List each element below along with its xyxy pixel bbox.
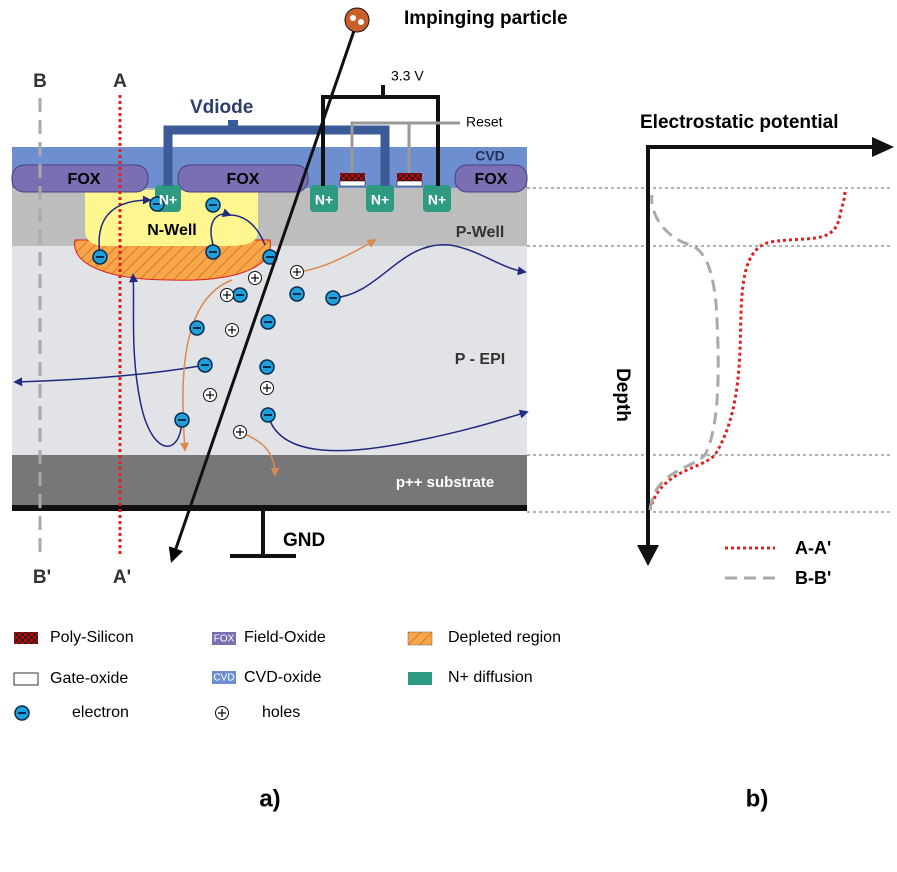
axes — [648, 147, 880, 560]
curve-a — [650, 190, 845, 510]
legend-label: CVD-oxide — [244, 669, 321, 686]
legend-label: Gate-oxide — [50, 670, 128, 687]
gate-oxide — [397, 181, 422, 186]
legend-icon — [14, 673, 38, 685]
cvd-label: CVD — [475, 148, 505, 164]
vdiode-terminal — [228, 120, 238, 130]
panel-label: b) — [746, 785, 769, 812]
cut-label: B' — [33, 567, 51, 588]
reset-label: Reset — [466, 114, 503, 130]
substrate-label: p++ substrate — [396, 474, 494, 491]
cut-label: B — [33, 71, 47, 92]
n-plus-label: N+ — [315, 192, 333, 208]
legend-label: Poly-Silicon — [50, 629, 134, 646]
p-well-label: P-Well — [456, 224, 505, 241]
panel-label: a) — [259, 785, 280, 812]
legend-icon — [14, 632, 38, 644]
curve-b — [650, 195, 718, 510]
legend-label: A-A' — [795, 538, 831, 558]
particle-detail — [358, 19, 364, 25]
poly-gate — [397, 173, 422, 181]
figure: Impinging particle 3.3 V Reset Vdiode GN… — [0, 0, 897, 867]
legend-icon — [408, 672, 432, 685]
legend-icon-text: CVD — [213, 673, 234, 684]
fox-label: FOX — [475, 171, 508, 188]
fox-label: FOX — [227, 171, 260, 188]
legend-label: N+ diffusion — [448, 669, 533, 686]
n-plus-label: N+ — [371, 192, 389, 208]
axis-arrows — [637, 137, 894, 566]
n-well-label: N-Well — [147, 222, 196, 239]
axis-label: Electrostatic potential — [640, 112, 839, 133]
cut-label: A' — [113, 567, 131, 588]
n-plus-label: N+ — [428, 192, 446, 208]
poly-gate — [340, 173, 365, 181]
cut-label: A — [113, 71, 127, 92]
supply-label: 3.3 V — [391, 68, 424, 84]
legend-icon-text: FOX — [214, 634, 235, 645]
gate-oxide — [340, 181, 365, 186]
n-plus-label: N+ — [159, 192, 177, 208]
gnd-label: GND — [283, 530, 325, 551]
legend-label: Field-Oxide — [244, 629, 326, 646]
p-epi-label: P - EPI — [455, 351, 505, 368]
fox-label: FOX — [68, 171, 101, 188]
legend-label: Depleted region — [448, 629, 561, 646]
legend-icon — [408, 632, 432, 645]
legend-label: holes — [262, 704, 300, 721]
legend-label: electron — [72, 704, 129, 721]
level-lines — [527, 188, 893, 512]
legend-label: B-B' — [795, 568, 831, 588]
particle-label: Impinging particle — [404, 8, 568, 29]
particle-detail — [350, 15, 356, 21]
potential-plot — [527, 137, 894, 578]
ground-plane — [12, 505, 527, 511]
axis-label: Depth — [612, 368, 633, 422]
vdiode-label: Vdiode — [190, 97, 253, 118]
particle — [345, 8, 369, 32]
